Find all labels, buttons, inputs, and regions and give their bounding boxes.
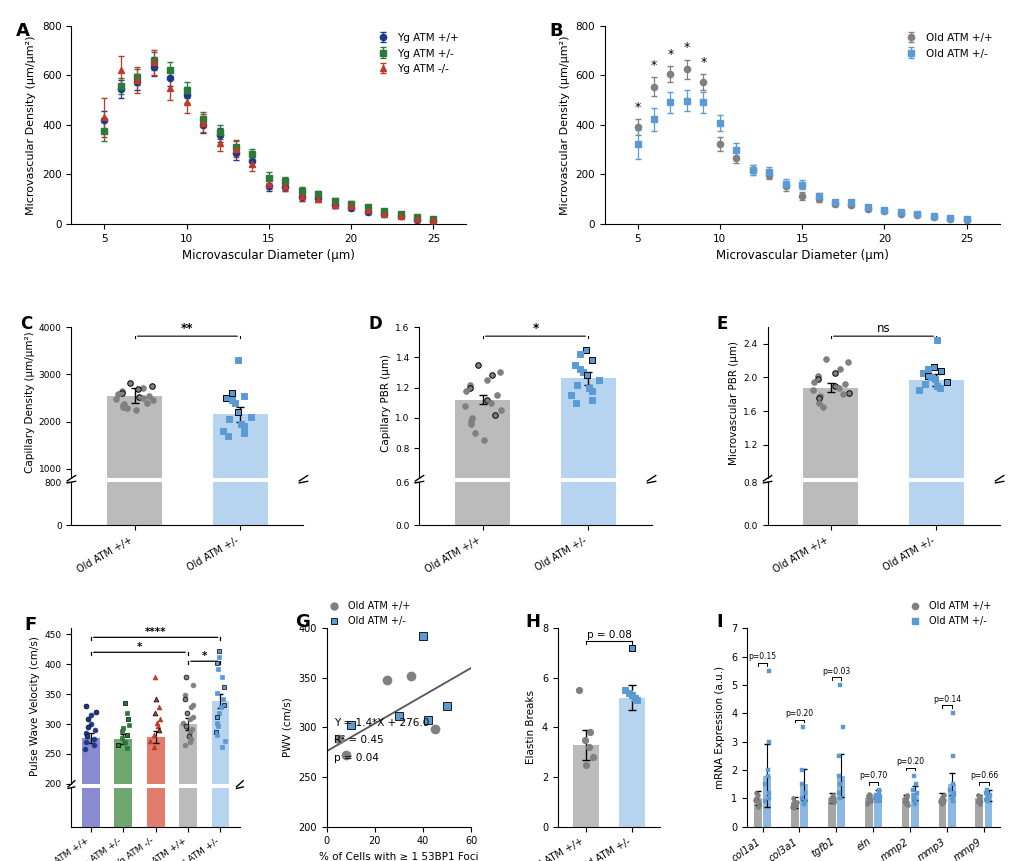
Text: *: * [532, 322, 538, 335]
X-axis label: Microvascular Diameter (μm): Microvascular Diameter (μm) [715, 250, 888, 263]
Bar [619, 697, 644, 827]
Text: *: * [137, 641, 142, 652]
Bar [213, 409, 267, 525]
Text: p=0.20: p=0.20 [785, 709, 813, 718]
Bar [573, 745, 598, 827]
Text: p=0.15: p=0.15 [748, 653, 775, 661]
Bar [454, 444, 510, 525]
Y-axis label: PWV (cm/s): PWV (cm/s) [282, 697, 292, 758]
Bar [873, 796, 880, 827]
Text: A: A [16, 22, 30, 40]
Legend: Old ATM +/+, Old ATM +/-: Old ATM +/+, Old ATM +/- [324, 598, 414, 630]
Bar [82, 772, 100, 827]
Bar [837, 776, 844, 827]
Text: I: I [716, 612, 722, 630]
Y-axis label: Elastin Breaks: Elastin Breaks [526, 691, 536, 765]
X-axis label: Microvascular Diameter (μm): Microvascular Diameter (μm) [182, 250, 355, 263]
Y-axis label: Microvascular Density (μm/μm²): Microvascular Density (μm/μm²) [559, 35, 570, 214]
Bar [211, 702, 229, 861]
Text: p = 0.08: p = 0.08 [586, 629, 631, 640]
Text: p=0.70: p=0.70 [858, 771, 887, 780]
Text: Y = 1.4*X + 276.0: Y = 1.4*X + 276.0 [333, 717, 429, 728]
Text: C: C [20, 315, 33, 333]
Y-axis label: Capillary Density (μm/μm²): Capillary Density (μm/μm²) [24, 331, 35, 474]
Text: *: * [634, 101, 640, 114]
Bar [107, 387, 162, 525]
Bar [114, 773, 132, 827]
Text: *: * [650, 59, 656, 71]
Text: B: B [549, 22, 562, 40]
Bar [560, 379, 615, 569]
Text: F: F [24, 616, 37, 634]
Bar [211, 761, 229, 827]
Bar [803, 424, 857, 525]
Y-axis label: Capillary PBR (μm): Capillary PBR (μm) [381, 354, 391, 452]
Legend: Old ATM +/+, Old ATM +/-: Old ATM +/+, Old ATM +/- [902, 31, 994, 61]
Bar [827, 798, 835, 827]
Bar [147, 772, 164, 827]
Bar [910, 793, 918, 827]
Text: p=0.03: p=0.03 [821, 666, 850, 676]
Y-axis label: Microvascular PBR (μm): Microvascular PBR (μm) [729, 341, 739, 465]
Y-axis label: Pulse Wave Velocity (cm/s): Pulse Wave Velocity (cm/s) [31, 636, 40, 776]
Bar [803, 387, 857, 545]
Bar [908, 380, 963, 545]
Y-axis label: mRNA Expression (a.u.): mRNA Expression (a.u.) [714, 666, 725, 789]
Text: *: * [666, 47, 673, 61]
Bar [908, 419, 963, 525]
Text: G: G [294, 612, 310, 630]
X-axis label: % of Cells with ≥ 1 53BP1 Foci: % of Cells with ≥ 1 53BP1 Foci [319, 852, 478, 861]
Bar [114, 739, 132, 861]
Text: *: * [700, 56, 706, 69]
Bar [179, 768, 197, 827]
Y-axis label: Microvascular Density (μm/μm²): Microvascular Density (μm/μm²) [26, 35, 37, 214]
Bar [213, 414, 267, 516]
Bar [147, 737, 164, 861]
Text: ****: **** [145, 627, 166, 637]
Bar [82, 738, 100, 861]
Bar [560, 435, 615, 525]
Bar [753, 798, 761, 827]
Text: E: E [715, 315, 728, 333]
Bar [947, 784, 955, 827]
Bar [864, 798, 871, 827]
Bar [974, 798, 982, 827]
Text: *: * [202, 651, 207, 660]
Text: H: H [525, 612, 540, 630]
Bar [790, 802, 798, 827]
Text: D: D [368, 315, 382, 333]
Bar [179, 724, 197, 861]
Bar [983, 796, 991, 827]
Text: R² = 0.45: R² = 0.45 [333, 735, 383, 746]
Text: ns: ns [876, 322, 890, 335]
Legend: Yg ATM +/+, Yg ATM +/-, Yg ATM -/-: Yg ATM +/+, Yg ATM +/-, Yg ATM -/- [374, 31, 461, 77]
Text: p=0.66: p=0.66 [969, 771, 997, 780]
Text: p=0.14: p=0.14 [932, 695, 960, 704]
Text: **: ** [181, 322, 194, 335]
Bar [762, 776, 770, 827]
Bar [937, 798, 946, 827]
Text: p=0.20: p=0.20 [896, 758, 923, 766]
Text: p = 0.04: p = 0.04 [333, 753, 378, 763]
Bar [800, 784, 807, 827]
Bar [901, 798, 909, 827]
Text: *: * [683, 41, 690, 54]
Legend: Old ATM +/+, Old ATM +/-: Old ATM +/+, Old ATM +/- [905, 598, 994, 630]
Bar [454, 400, 510, 569]
Bar [107, 395, 162, 516]
